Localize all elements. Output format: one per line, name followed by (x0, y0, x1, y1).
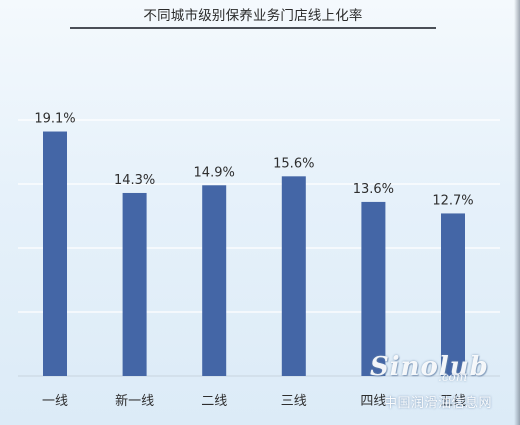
data-label-2: 14.9% (194, 165, 235, 180)
x-tick-label-2: 二线 (201, 394, 227, 409)
bar-3 (281, 176, 306, 376)
bar-0 (43, 131, 67, 376)
x-tick-label-1: 新一线 (115, 393, 154, 409)
x-tick-label-4: 四线 (360, 394, 386, 409)
data-label-5: 12.7% (432, 193, 473, 208)
chart-title: 不同城市级别保养业务门店线上化率 (143, 8, 363, 24)
bar-1 (122, 192, 147, 376)
x-tick-label-3: 三线 (281, 394, 307, 409)
data-label-3: 15.6% (273, 156, 314, 171)
title-underline (70, 27, 436, 29)
bar-4 (361, 201, 386, 376)
x-tick-label-0: 一线 (42, 394, 68, 409)
data-label-0: 19.1% (34, 112, 75, 127)
data-label-1: 14.3% (114, 173, 155, 188)
bar-2 (202, 185, 227, 376)
data-label-4: 13.6% (353, 182, 394, 197)
bar-5 (441, 213, 465, 376)
right-edge-shadow (514, 0, 520, 425)
x-tick-label-5: 五线 (440, 394, 466, 409)
